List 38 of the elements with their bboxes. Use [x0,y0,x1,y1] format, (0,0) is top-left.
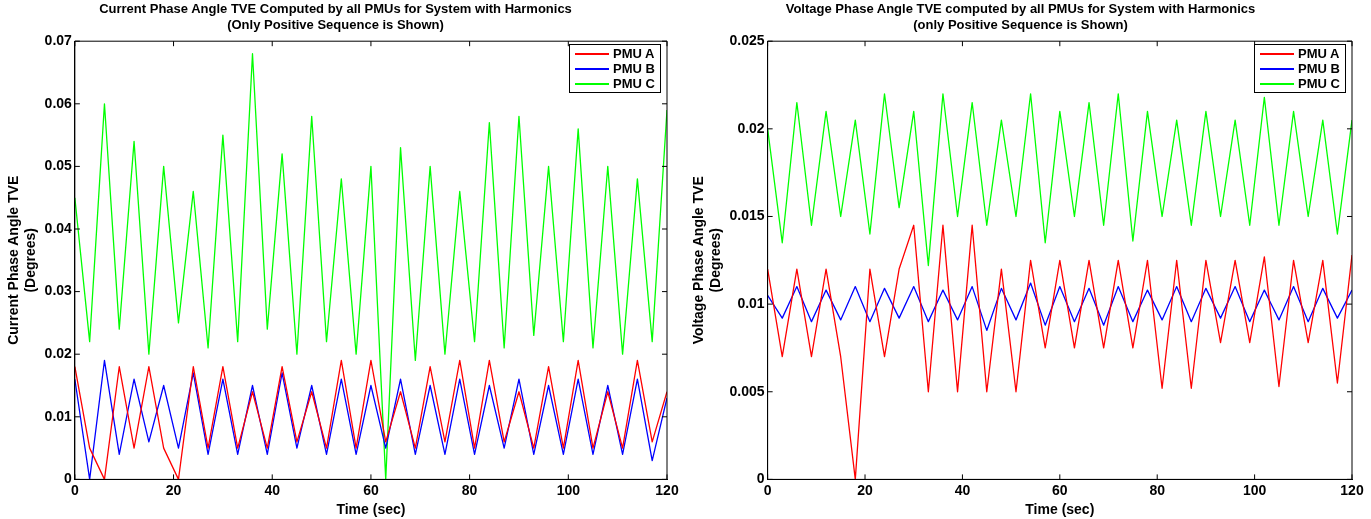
x-tick-label: 80 [461,481,478,498]
y-tick-label: 0 [756,470,765,487]
y-tick-label: 0.005 [729,382,765,399]
x-tick-label: 120 [1340,481,1364,498]
legend-label: PMU A [1298,46,1340,62]
legend-label: PMU B [613,61,655,77]
chart-title: Voltage Phase Angle TVE computed by all PMUs for System with Harmonics (only Positive Sequence is Shown) [785,1,1256,32]
x-tick-label: 20 [857,481,874,498]
legend-label: PMU A [613,46,655,62]
x-axis-title: Time (sec) [1025,501,1095,518]
y-tick-label: 0.01 [737,294,765,311]
x-tick-label: 120 [655,481,679,498]
x-axis-title: Time (sec) [336,501,406,518]
y-tick-label: 0.01 [44,407,73,424]
legend-label: PMU C [613,76,655,92]
x-tick-label: 60 [1052,481,1068,498]
y-tick-label: 0.03 [44,282,73,299]
x-tick-label: 100 [1242,481,1267,498]
x-tick-label: 40 [954,481,971,498]
legend-label: PMU C [1298,76,1340,92]
y-tick-label: 0.05 [44,157,73,174]
y-axis-title: Voltage Phase Angle TVE (Degrees) [690,176,724,345]
legend-label: PMU B [1298,61,1340,77]
x-tick-label: 40 [264,481,281,498]
y-tick-label: 0.02 [737,119,765,136]
y-tick-label: 0 [64,470,73,487]
x-tick-label: 20 [165,481,182,498]
y-axis-title: Current Phase Angle TVE (Degrees) [5,175,39,345]
y-tick-label: 0.04 [44,219,73,236]
x-tick-label: 80 [1149,481,1166,498]
x-tick-label: 60 [363,481,379,498]
chart-title: Current Phase Angle TVE Computed by all PMUs for System with Harmonics (Only Positive Sequence is Shown) [99,1,572,32]
y-tick-label: 0.07 [44,32,73,49]
x-tick-label: 100 [556,481,581,498]
y-tick-label: 0.02 [44,345,73,362]
y-tick-label: 0.06 [44,94,73,111]
y-tick-label: 0.025 [729,32,765,49]
y-tick-label: 0.015 [729,207,765,224]
